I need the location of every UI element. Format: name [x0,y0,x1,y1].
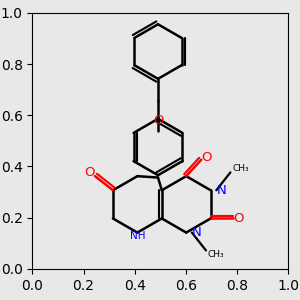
Text: N: N [216,184,226,197]
Text: O: O [202,151,212,164]
Text: O: O [153,114,163,127]
Text: O: O [84,166,95,179]
Text: CH₃: CH₃ [232,164,249,173]
Text: N: N [192,226,202,239]
Text: O: O [234,212,244,225]
Text: CH₃: CH₃ [208,250,225,259]
Text: NH: NH [130,231,145,241]
